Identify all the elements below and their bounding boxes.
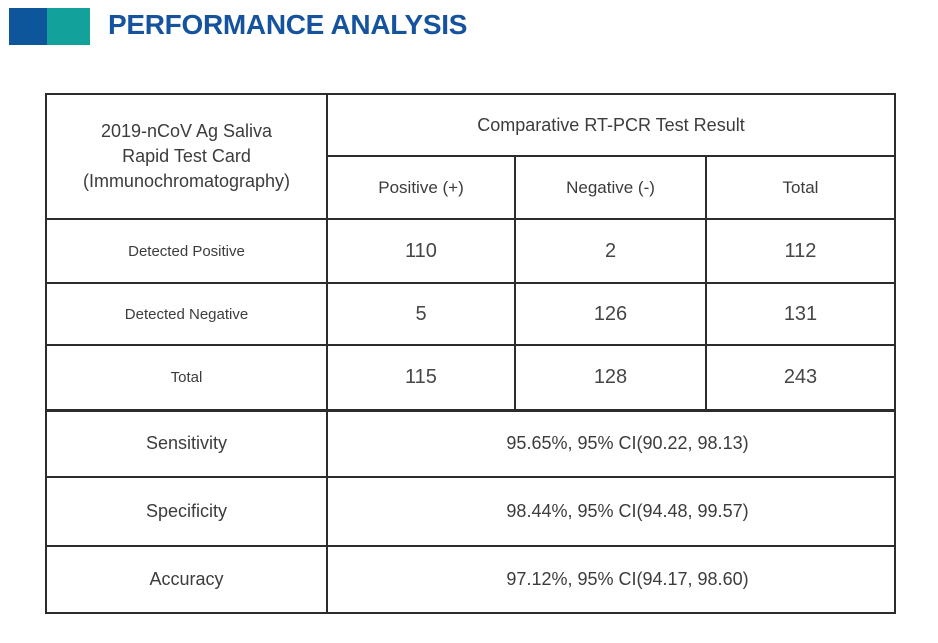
performance-table: 2019-nCoV Ag Saliva Rapid Test Card (Imm… <box>45 93 896 614</box>
table-row-detected-negative: Detected Negative 5 126 131 <box>45 282 896 346</box>
header-row-group: 2019-nCoV Ag Saliva Rapid Test Card (Imm… <box>45 93 896 220</box>
col-header-positive: Positive (+) <box>326 155 516 220</box>
table-row-total: Total 115 128 243 <box>45 344 896 411</box>
cell-detpos-total: 112 <box>705 218 896 284</box>
cell-total-negative: 128 <box>514 344 707 411</box>
brand-square-blue-icon <box>9 8 47 45</box>
table-row-specificity: Specificity 98.44%, 95% CI(94.48, 99.57) <box>45 476 896 547</box>
cell-detneg-negative: 126 <box>514 282 707 346</box>
corner-header-line-1: 2019-nCoV Ag Saliva <box>100 121 273 141</box>
group-header-cell: Comparative RT-PCR Test Result <box>326 93 896 157</box>
stat-label-accuracy: Accuracy <box>45 545 328 614</box>
stat-label-specificity: Specificity <box>45 476 328 547</box>
corner-header-line-3: (Immunochromatography) <box>82 171 291 191</box>
cell-detpos-negative: 2 <box>514 218 707 284</box>
stat-label-sensitivity: Sensitivity <box>45 408 328 478</box>
stat-value-accuracy: 97.12%, 95% CI(94.17, 98.60) <box>326 545 896 614</box>
cell-detneg-positive: 5 <box>326 282 516 346</box>
col-header-total: Total <box>705 155 896 220</box>
col-header-negative: Negative (-) <box>514 155 707 220</box>
stat-value-sensitivity: 95.65%, 95% CI(90.22, 98.13) <box>326 408 896 478</box>
corner-header-cell: 2019-nCoV Ag Saliva Rapid Test Card (Imm… <box>45 93 328 220</box>
cell-detpos-positive: 110 <box>326 218 516 284</box>
cell-total-positive: 115 <box>326 344 516 411</box>
row-label-detected-negative: Detected Negative <box>45 282 328 346</box>
brand-square-teal-icon <box>47 8 90 45</box>
table-row-detected-positive: Detected Positive 110 2 112 <box>45 218 896 284</box>
row-label-detected-positive: Detected Positive <box>45 218 328 284</box>
table-row-accuracy: Accuracy 97.12%, 95% CI(94.17, 98.60) <box>45 545 896 614</box>
stat-value-specificity: 98.44%, 95% CI(94.48, 99.57) <box>326 476 896 547</box>
brand-logo <box>9 8 90 45</box>
cell-total-total: 243 <box>705 344 896 411</box>
page-title: PERFORMANCE ANALYSIS <box>108 9 468 40</box>
row-label-total: Total <box>45 344 328 411</box>
corner-header-line-2: Rapid Test Card <box>122 146 251 166</box>
header-row-columns: Positive (+) Negative (-) Total <box>46 155 896 220</box>
table-row-sensitivity: Sensitivity 95.65%, 95% CI(90.22, 98.13) <box>45 408 896 478</box>
cell-detneg-total: 131 <box>705 282 896 346</box>
